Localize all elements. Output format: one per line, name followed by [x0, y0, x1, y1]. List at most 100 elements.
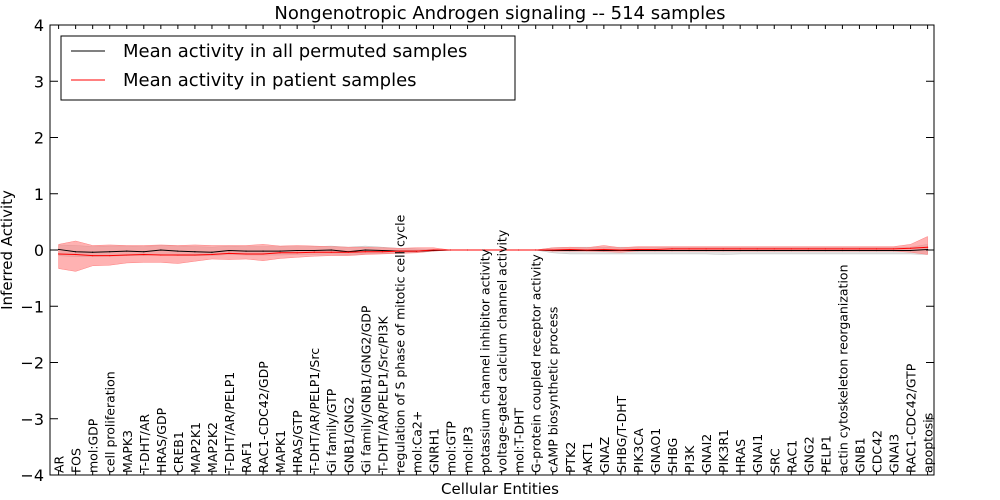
x-tick-label: MAPK3	[120, 430, 135, 473]
x-tick-label: PELP1	[818, 435, 833, 473]
x-tick-label: GNAI3	[887, 434, 902, 473]
data-point-patient	[364, 251, 366, 253]
x-tick-label: GNAO1	[648, 428, 663, 473]
plot-frame	[49, 24, 935, 476]
data-point-patient	[483, 249, 486, 251]
y-tick-label: −2	[20, 354, 44, 373]
x-tick-label: G-protein coupled receptor activity	[529, 254, 544, 473]
data-point-patient	[347, 251, 349, 253]
data-point-patient	[892, 248, 895, 250]
data-point-patient	[927, 246, 929, 248]
data-point-permuted	[841, 249, 844, 252]
data-point-patient	[688, 248, 690, 250]
data-point-patient	[228, 252, 230, 254]
data-point-patient	[415, 250, 418, 252]
data-point-permuted	[790, 249, 792, 252]
x-tick-label: actin cytoskeleton reorganization	[835, 264, 850, 473]
x-tick-label: PTK2	[563, 442, 578, 473]
data-point-patient	[654, 248, 656, 251]
data-point-permuted	[671, 249, 673, 252]
y-axis-label: Inferred Activity	[0, 190, 16, 310]
data-point-patient	[330, 251, 332, 253]
data-point-patient	[807, 248, 809, 250]
legend: Mean activity in all permuted samples Me…	[60, 35, 516, 101]
data-point-permuted	[92, 251, 94, 253]
y-tick-label: −3	[20, 410, 44, 429]
x-tick-label: FOS	[69, 448, 84, 473]
x-tick-label: GNG2	[801, 436, 816, 473]
x-tick-label: cAMP biosynthetic process	[546, 307, 561, 473]
data-point-patient	[177, 254, 179, 256]
data-point-permuted	[330, 249, 332, 251]
data-point-patient	[160, 254, 162, 256]
data-point-patient	[756, 248, 758, 250]
data-point-permuted	[126, 250, 128, 252]
data-point-patient	[296, 252, 298, 254]
data-point-permuted	[807, 249, 809, 252]
x-tick-label: mol:IP3	[461, 426, 476, 473]
x-tick-label: Gi family/GNB1/GNG2/GDP	[358, 305, 373, 473]
y-tick-label: 3	[34, 72, 44, 91]
x-tick-label: SHBG	[665, 438, 680, 473]
data-point-patient	[58, 253, 60, 255]
data-point-permuted	[705, 249, 707, 252]
data-point-patient	[449, 249, 452, 251]
x-tick-label: GNRH1	[426, 428, 441, 473]
data-point-patient	[398, 250, 400, 252]
data-point-permuted	[279, 250, 281, 252]
x-tick-label: CREB1	[171, 431, 186, 473]
data-point-patient	[773, 248, 775, 250]
x-tick-label: GNAI2	[699, 434, 714, 473]
data-point-permuted	[143, 251, 145, 253]
data-point-permuted	[194, 251, 196, 253]
y-tick-label: 1	[34, 185, 44, 204]
x-tick-label: regulation of S phase of mitotic cell cy…	[392, 214, 407, 473]
legend-label-patient: Mean activity in patient samples	[123, 70, 417, 91]
x-tick-label: AKT1	[580, 442, 595, 473]
data-point-patient	[535, 249, 537, 251]
y-tick-label: −1	[20, 297, 44, 316]
data-point-patient	[620, 249, 622, 251]
x-tick-label: T-DHT/AR/PELP1/Src/PI3K	[375, 316, 390, 474]
x-tick-label: PIK3R1	[716, 429, 731, 473]
x-axis-label: Cellular Entities	[441, 480, 559, 498]
data-point-permuted	[296, 249, 298, 252]
x-tick-label: Gi family/GTP	[324, 388, 339, 473]
x-tick-label: mol:GTP	[444, 421, 459, 473]
data-point-patient	[211, 253, 213, 256]
data-point-patient	[552, 249, 554, 251]
data-point-patient	[313, 251, 315, 253]
data-point-permuted	[637, 249, 639, 252]
data-point-permuted	[739, 249, 741, 252]
data-point-permuted	[177, 250, 179, 252]
x-tick-label: GNB1	[852, 437, 867, 473]
x-tick-label: mol:Ca2+	[409, 411, 424, 473]
x-tick-label: GNB1/GNG2	[341, 397, 356, 473]
x-tick-label: mol:T-DHT	[512, 407, 527, 473]
data-point-permuted	[875, 249, 878, 252]
data-point-patient	[909, 247, 912, 249]
data-point-permuted	[603, 249, 605, 252]
data-point-permuted	[75, 251, 77, 253]
data-point-permuted	[313, 249, 315, 252]
data-point-permuted	[381, 249, 383, 252]
x-tick-label: HRAS/GDP	[154, 407, 169, 473]
x-tick-label: voltage-gated calcium channel activity	[495, 229, 510, 473]
data-point-permuted	[688, 249, 690, 252]
data-point-patient	[824, 248, 826, 250]
data-point-permuted	[756, 249, 758, 252]
x-tick-label: MAP2K2	[205, 422, 220, 473]
x-tick-label: T-DHT/AR/PELP1/Src	[307, 348, 322, 474]
x-tick-label: GNAI1	[750, 434, 765, 473]
data-point-patient	[109, 255, 111, 257]
legend-label-permuted: Mean activity in all permuted samples	[123, 41, 467, 62]
data-point-patient	[381, 251, 383, 253]
data-point-permuted	[109, 251, 111, 253]
y-tick-label: 2	[34, 129, 44, 148]
data-point-permuted	[262, 250, 264, 252]
data-point-patient	[279, 252, 281, 254]
data-point-patient	[466, 249, 469, 251]
data-point-patient	[637, 248, 639, 251]
data-point-patient	[739, 248, 741, 250]
x-tick-label: potassium channel inhibitor activity	[478, 248, 493, 473]
